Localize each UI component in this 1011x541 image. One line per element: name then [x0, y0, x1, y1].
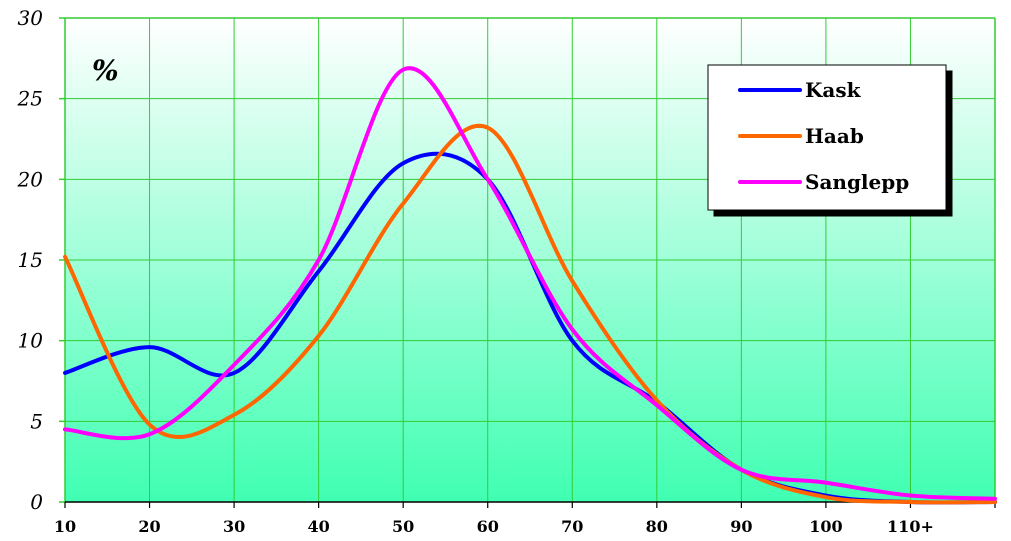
x-tick-label: 10 [54, 517, 76, 536]
series-line-sanglepp [63, 66, 997, 501]
x-tick-label: 80 [646, 517, 668, 536]
series-line-haab [63, 123, 997, 505]
y-tick-label: 15 [18, 248, 43, 272]
axes: 0 5 10 15 20 25 30 10 20 30 40 50 60 70 80 90 100 110+ [17, 6, 996, 536]
x-tick-label: 40 [308, 517, 330, 536]
y-tick-label: 5 [30, 409, 43, 433]
x-tick-label: 20 [138, 517, 160, 536]
y-tick-label: 0 [30, 490, 43, 514]
y-tick-label: 25 [17, 87, 43, 111]
y-tick-label: 20 [17, 167, 44, 191]
legend-label-kask: Kask [805, 78, 862, 102]
x-tick-label: 90 [730, 517, 752, 536]
y-tick-label: 30 [18, 6, 44, 30]
series-lines [63, 66, 997, 505]
unit-label: % [92, 54, 119, 87]
x-tick-label: 60 [477, 517, 499, 536]
x-tick-label: 100 [809, 517, 842, 536]
legend-label-sanglepp: Sanglepp [805, 170, 909, 194]
x-tick-label: 30 [223, 517, 245, 536]
x-tick-label: 50 [392, 517, 414, 536]
legend-label-haab: Haab [805, 124, 864, 148]
y-tick-label: 10 [18, 329, 44, 353]
legend: Kask Haab Sanglepp [707, 64, 947, 211]
x-tick-label: 70 [561, 517, 583, 536]
x-tick-label: 110+ [887, 517, 934, 536]
